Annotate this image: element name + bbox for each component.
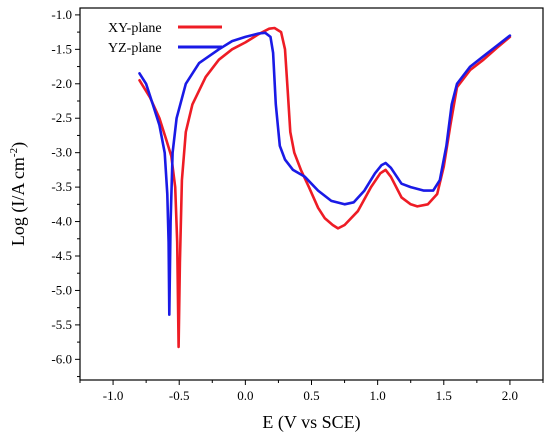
x-tick-label: 1.5: [436, 388, 452, 403]
y-tick-label: -3.0: [51, 145, 72, 160]
x-tick-label: 0.5: [303, 388, 319, 403]
legend-label-yz-plane: YZ-plane: [108, 41, 162, 56]
y-tick-label: -2.0: [51, 76, 72, 91]
y-tick-label: -1.5: [51, 41, 72, 56]
y-axis-title-superscript: -2: [8, 148, 20, 157]
y-tick-label: -4.0: [51, 214, 72, 229]
series-line-yz-plane: [138, 31, 512, 316]
y-tick-label: -1.0: [51, 7, 72, 22]
series-layer: [138, 26, 512, 349]
y-axis-title-close: ): [8, 142, 29, 148]
legend: XY-plane YZ-plane: [108, 21, 222, 56]
x-tick-label: -1.0: [103, 388, 124, 403]
x-axis: -1.0 -0.5 0.0 0.5 1.0 1.5 2.0: [79, 380, 544, 403]
y-axis-title: Log (I/A cm-2): [8, 142, 29, 246]
y-tick-label: -5.0: [51, 282, 72, 297]
x-tick-label: 0.0: [237, 388, 253, 403]
x-axis-title: E (V vs SCE): [262, 412, 360, 433]
y-tick-label: -4.5: [51, 248, 72, 263]
x-tick-label: 1.0: [370, 388, 386, 403]
x-tick-label: -0.5: [169, 388, 190, 403]
x-tick-label: 2.0: [502, 388, 518, 403]
y-tick-label: -6.0: [51, 351, 72, 366]
y-tick-label: -3.5: [51, 179, 72, 194]
y-tick-label: -5.5: [51, 317, 72, 332]
y-tick-label: -2.5: [51, 110, 72, 125]
legend-label-xy-plane: XY-plane: [108, 21, 162, 36]
y-axis: -1.0 -1.5 -2.0 -2.5 -3.0 -3.5 -4.0 -4.5 -5.0 -5.5…: [51, 7, 80, 378]
series-line-xy-plane: [138, 26, 512, 349]
